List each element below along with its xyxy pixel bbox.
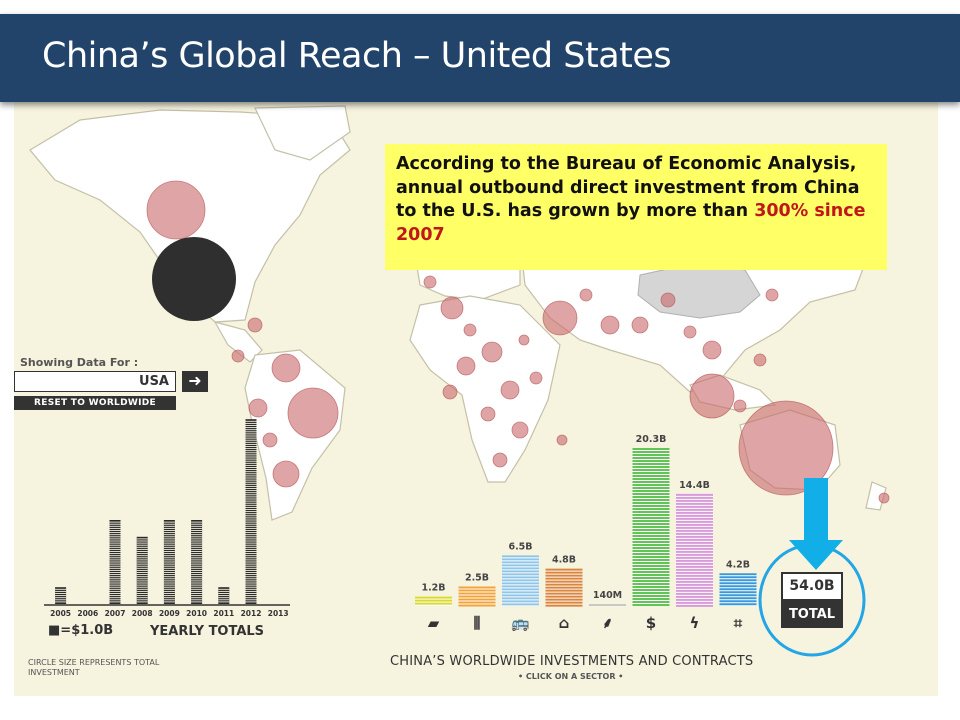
investment-bubble xyxy=(518,334,530,346)
lightning-icon[interactable]: ϟ xyxy=(690,614,700,632)
investment-bubble xyxy=(262,432,278,448)
investment-bubble xyxy=(600,315,620,335)
usa-selected-bubble xyxy=(152,237,236,321)
showing-data-label: Showing Data For : xyxy=(20,356,139,369)
investment-bubble xyxy=(702,340,722,360)
slide-title: China’s Global Reach – United States xyxy=(42,36,672,76)
metal-bar-icon[interactable]: ▰ xyxy=(428,614,440,632)
callout-box: According to the Bureau of Economic Anal… xyxy=(385,144,887,270)
investment-bubble xyxy=(579,288,593,302)
sector-value-label: 140M xyxy=(593,590,622,601)
total-value: 54.0B xyxy=(781,572,843,601)
sector-chart-title: CHINA’S WORLDWIDE INVESTMENTS AND CONTRA… xyxy=(390,654,754,669)
wheat-icon[interactable]: ⸙ xyxy=(602,614,613,632)
sector-value-label: 20.3B xyxy=(636,434,667,445)
investment-bubble xyxy=(272,460,300,488)
investment-bubble xyxy=(689,373,735,419)
house-icon[interactable]: ⌂ xyxy=(559,614,570,632)
investment-bubble xyxy=(738,400,834,496)
investment-bubble xyxy=(231,349,245,363)
sector-value-label: 14.4B xyxy=(679,480,710,491)
yearly-legend: ■=$1.0B xyxy=(48,623,114,638)
investment-bubble xyxy=(500,380,520,400)
yearly-chart-title: YEARLY TOTALS xyxy=(150,624,265,639)
sector-value-label: 4.2B xyxy=(726,559,750,570)
callout-body: According to the Bureau of Economic Anal… xyxy=(396,154,860,221)
investment-bubble xyxy=(480,406,496,422)
new-zealand-shape xyxy=(865,481,887,511)
investment-bubble xyxy=(753,353,767,367)
investment-bubble xyxy=(542,300,578,336)
sector-value-label: 1.2B xyxy=(421,583,445,594)
road-icon[interactable]: ⫼ xyxy=(474,614,481,632)
investment-bubble xyxy=(146,180,206,240)
investment-bubble xyxy=(529,371,543,385)
investment-bubble xyxy=(463,323,477,337)
arrow-right-icon[interactable]: ➜ xyxy=(182,371,208,392)
sector-bar[interactable] xyxy=(632,448,670,606)
sector-bar[interactable] xyxy=(676,493,713,607)
sector-chart-subtitle: • CLICK ON A SECTOR • xyxy=(518,672,624,681)
sector-value-label: 4.8B xyxy=(552,555,576,566)
investment-bubble xyxy=(442,384,458,400)
sector-value-label: 6.5B xyxy=(508,541,532,552)
investment-bubble xyxy=(683,325,697,339)
investment-bubble xyxy=(765,288,779,302)
investment-bubble xyxy=(660,292,676,308)
investment-bubble xyxy=(456,356,476,376)
total-badge[interactable]: 54.0B TOTAL xyxy=(781,572,843,632)
slide-title-bar: China’s Global Reach – United States xyxy=(0,14,960,102)
investment-bubble xyxy=(287,387,339,439)
total-label: TOTAL xyxy=(781,601,843,628)
greenland-shape xyxy=(254,105,351,161)
investment-bubble xyxy=(631,316,649,334)
sector-bar[interactable] xyxy=(589,604,626,606)
investment-bubble xyxy=(423,275,437,289)
investment-bubble xyxy=(492,452,508,468)
callout-highlight: 300% since 2007 xyxy=(396,201,866,245)
investment-bubble xyxy=(878,492,890,504)
country-field[interactable]: USA xyxy=(14,371,176,392)
factory-icon[interactable]: ⌗ xyxy=(733,614,743,632)
sector-bar[interactable] xyxy=(415,596,452,606)
investment-bubble xyxy=(511,421,529,439)
sector-bar[interactable] xyxy=(502,555,539,606)
investment-bubble xyxy=(247,317,263,333)
sector-bar[interactable] xyxy=(545,568,583,607)
investment-bubble xyxy=(248,398,268,418)
investment-bubble xyxy=(733,399,747,413)
investment-bubble xyxy=(556,434,568,446)
sector-value-label: 2.5B xyxy=(465,573,489,584)
callout-text: According to the Bureau of Economic Anal… xyxy=(396,153,876,247)
sector-bar[interactable] xyxy=(719,573,757,606)
reset-worldwide-button[interactable]: RESET TO WORLDWIDE xyxy=(14,396,176,410)
sector-bar[interactable] xyxy=(458,586,496,607)
investment-bubble xyxy=(481,341,503,363)
dollar-icon[interactable]: $ xyxy=(646,614,656,632)
investment-bubble xyxy=(271,353,301,383)
car-bus-icon[interactable]: 🚌 xyxy=(511,614,530,632)
bubble-size-note: CIRCLE SIZE REPRESENTS TOTAL INVESTMENT xyxy=(28,658,160,677)
yearly-legend-text: =$1.0B xyxy=(60,623,114,638)
investment-bubble xyxy=(440,296,464,320)
